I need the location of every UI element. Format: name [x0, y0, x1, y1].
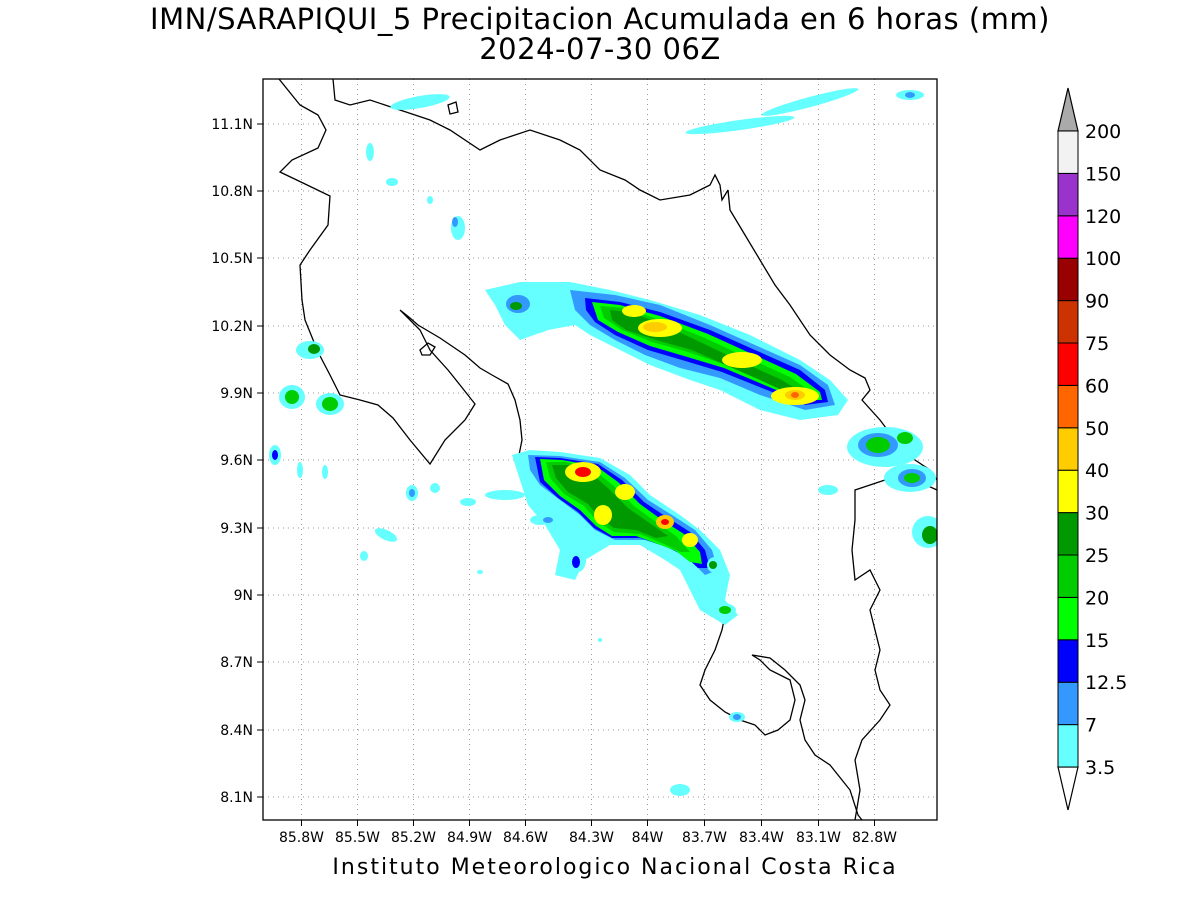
y-tick-label: 9.3N [220, 521, 253, 537]
colorbar-bin [1057, 172, 1079, 217]
x-tick-label: 82.8W [852, 830, 897, 846]
rain-core-south-3 [594, 505, 612, 525]
colorbar-bottom-arrow-icon [1057, 766, 1079, 811]
colorbar-label: 40 [1085, 460, 1109, 482]
y-tick-label: 9.9N [220, 386, 253, 402]
map-panel [263, 79, 937, 820]
lake-shore [419, 342, 436, 356]
rain-core-north-3 [722, 352, 762, 368]
lake-nicaragua-shore [332, 79, 729, 202]
rain-band-south-30 [552, 465, 668, 538]
colorbar-label: 60 [1085, 375, 1109, 397]
map-frame [262, 78, 938, 821]
colorbar-top-arrow-icon [1057, 87, 1079, 132]
colorbar-label: 100 [1085, 248, 1121, 270]
colorbar-bin [1057, 384, 1079, 429]
x-tick-label: 83.1W [796, 830, 841, 846]
colorbar-bin [1057, 342, 1079, 386]
colorbar-bin [1057, 554, 1079, 598]
colorbar-label: 25 [1085, 545, 1109, 567]
colorbar-label: 200 [1085, 121, 1121, 143]
colorbar-bin [1057, 300, 1079, 344]
rain-core-north-1 [622, 305, 646, 317]
footer-credit: Instituto Meteorologico Nacional Costa R… [332, 855, 898, 880]
rain-core-north-4c [791, 392, 799, 398]
y-tick-label: 9.6N [220, 453, 253, 469]
colorbar-bin [1057, 469, 1079, 514]
x-tick-label: 85.5W [335, 830, 380, 846]
x-tick-label: 84W [632, 830, 664, 846]
colorbar-bin [1057, 215, 1079, 259]
colorbar-label: 20 [1085, 587, 1109, 609]
x-tick-label: 83.4W [739, 830, 784, 846]
colorbar-label: 150 [1085, 163, 1121, 185]
colorbar-label: 30 [1085, 503, 1109, 525]
rain-core-north-2b [643, 322, 667, 332]
y-tick-label: 8.1N [220, 790, 253, 806]
colorbar-label: 75 [1085, 333, 1109, 355]
colorbar-label: 120 [1085, 206, 1121, 228]
colorbar-label: 15 [1085, 630, 1109, 652]
x-tick-label: 85.8W [279, 830, 324, 846]
colorbar-bin [1057, 681, 1079, 726]
x-tick-label: 85.2W [391, 830, 436, 846]
precipitation-field [269, 88, 937, 796]
x-axis-ticks: 85.8W 85.5W 85.2W 84.9W 84.6W 84.3W 84W 83.7W 83… [279, 820, 897, 846]
colorbar-label: 12.5 [1085, 672, 1127, 694]
y-axis-ticks: 11.1N 10.8N 10.5N 10.2N 9.9N 9.6N 9.3N 9N 8.7N 8.… [211, 117, 263, 806]
map-title: IMN/SARAPIQUI_5 Precipitacion Acumulada … [150, 2, 1050, 36]
colorbar-label: 3.5 [1085, 757, 1115, 779]
colorbar-bin [1057, 257, 1079, 302]
panama-interior-line [851, 474, 937, 820]
colorbar-label: 50 [1085, 418, 1109, 440]
y-tick-label: 11.1N [211, 117, 253, 133]
x-tick-label: 84.6W [503, 830, 548, 846]
x-tick-label: 83.7W [682, 830, 727, 846]
x-tick-label: 84.3W [569, 830, 614, 846]
colorbar-bin [1057, 639, 1079, 683]
scattered-cells [269, 88, 937, 796]
colorbar-label: 90 [1085, 291, 1109, 313]
y-tick-label: 8.7N [220, 655, 253, 671]
rain-core-south-1b [575, 467, 591, 477]
colorbar-bin [1057, 596, 1079, 641]
colorbar-bin [1057, 130, 1079, 174]
y-tick-label: 10.2N [211, 319, 253, 335]
map-datetime: 2024-07-30 06Z [479, 32, 721, 66]
y-tick-label: 10.8N [211, 184, 253, 200]
y-tick-label: 9N [234, 588, 253, 604]
osa-peninsula [751, 654, 863, 820]
nicaragua-border [278, 79, 561, 496]
colorbar-bin [1057, 724, 1079, 768]
y-tick-label: 10.5N [211, 251, 253, 267]
rain-core-south-5 [682, 533, 698, 547]
x-tick-label: 84.9W [447, 830, 492, 846]
island-coast [447, 101, 459, 115]
colorbar-bin [1057, 512, 1079, 556]
rain-core-south-2 [615, 484, 635, 500]
y-tick-label: 8.4N [220, 723, 253, 739]
rain-core-south-4b [661, 519, 669, 525]
colorbar-label: 7 [1085, 715, 1097, 737]
colorbar-bin [1057, 427, 1079, 471]
colorbar: 3.5 7 12.5 15 20 25 30 40 50 60 75 90 100 120 150 200 [1057, 87, 1127, 811]
